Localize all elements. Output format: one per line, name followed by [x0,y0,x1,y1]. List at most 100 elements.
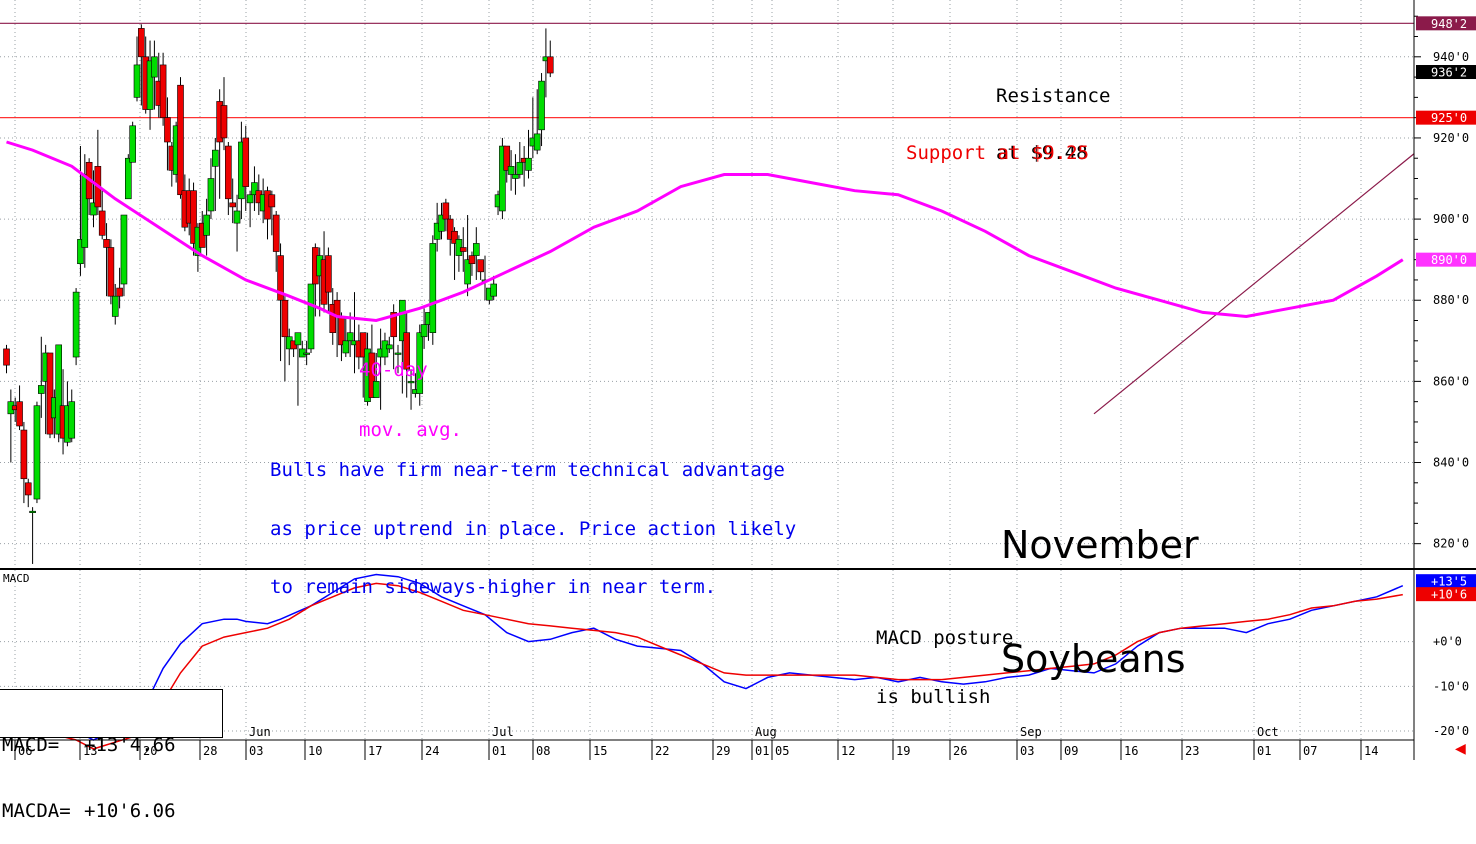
candle-body [103,239,110,248]
y-tick-label: 900'0 [1433,212,1469,226]
macd-panel-title: MACD [3,572,30,585]
price-tag-bg [1416,252,1476,267]
commentary-line-1: Bulls have firm near-term technical adva… [270,459,785,481]
candle-body [225,145,232,200]
macd-readout-label: MACD= [2,734,60,756]
y-tick-label: 820'0 [1433,537,1469,551]
macd-tag-bg [1416,574,1476,589]
scroll-arrow-icon[interactable]: ◀ [1455,741,1466,757]
price-tag-bg [1416,65,1476,80]
candle-body [190,190,197,244]
candle-body [442,202,450,220]
x-tick-label: 01 [755,744,769,758]
price-tag-bg [1416,110,1476,125]
price-tag-bg [1416,16,1476,31]
candle-body [477,259,484,273]
month-label: Oct [1257,725,1279,739]
candle-body [120,214,128,285]
candle-body [151,56,158,78]
candle-body [77,239,84,265]
candle-body [268,194,276,208]
candle-body [307,283,315,350]
candle-body [368,352,376,398]
x-tick-label: 03 [249,744,263,758]
price-tag-label: 936'2 [1431,66,1467,80]
macda-readout-value: +10'6.06 [84,800,176,822]
candle-body [33,405,41,500]
candle-body [272,214,280,252]
macd-annotation-line-1: MACD posture [876,627,1014,649]
candle-body [107,247,115,297]
title-line-1: November [1001,523,1199,567]
commentary-line-2: as price uptrend in place. Price action … [270,517,797,540]
candle-body [325,255,332,293]
x-tick-label: 17 [368,744,382,758]
candle-body [407,381,415,384]
resistance-line-1: Resistance [996,85,1111,107]
candle-body [220,105,228,139]
month-label: Sep [1020,725,1042,739]
candle-body [20,429,28,480]
title-line-2: Soybeans [1001,637,1186,681]
candle-body [516,161,524,175]
candle-body [133,64,141,98]
candle-body [468,255,476,265]
x-tick-label: 07 [1303,744,1317,758]
candle-body [390,312,397,338]
macd-readout-row: MACD= +13'4.66 [2,734,222,756]
macda-readout-label: MACDA= [2,800,71,822]
y-tick-label: 840'0 [1433,456,1469,470]
ma-label-line-1: 40-day [359,359,428,381]
price-tag-label: 890'0 [1431,253,1467,267]
x-tick-label: 03 [1020,744,1034,758]
macd-readout: MACD= +13'4.66 MACDA= +10'6.06 [0,689,223,822]
price-tag-label: 948'2 [1431,17,1467,31]
candle-body [29,510,36,514]
candle-body [342,340,350,354]
x-tick-label: 15 [593,744,607,758]
macd-tag-label: +10'6 [1431,588,1467,602]
candle-body [138,28,145,58]
candle-body [438,214,445,232]
candle-body [242,137,250,187]
macd-annotation-line-2: is bullish [876,685,991,708]
candle-body [212,149,219,167]
candle-body [233,210,241,224]
candle-body [16,401,23,427]
macd-y-tick-label: +0'0 [1433,635,1462,649]
candle-body [24,482,32,496]
candle-body [359,332,367,358]
candle-body [203,214,210,236]
resistance-annotation: Resistance at $9.48 [996,49,1110,182]
candle-body [472,243,480,256]
commentary-line-3: to remain sideways-higher in near term. [270,576,717,598]
candle-body [525,157,532,171]
candle-body [146,60,154,110]
ma-label-line-2: mov. avg. [359,419,462,441]
candle-body [329,303,337,333]
candle-body [129,125,136,163]
candle-body [251,182,258,196]
x-tick-label: 22 [655,744,669,758]
candle-body [459,247,467,252]
candle-body [507,166,515,175]
x-tick-label: 20 [143,744,157,758]
moving-average-line [6,140,1404,323]
candle-body [294,332,302,346]
candle-body [90,202,97,216]
candle-body [346,332,354,342]
support-resistance-lines [0,22,1414,119]
x-tick-label: 10 [308,744,322,758]
soybeans-chart: 820'0 840'0 860'0 880'0 900'0 920'0 940'0 06 13 2… [0,0,1476,760]
month-label: Aug [755,725,777,739]
candle-body [303,352,310,355]
y-tick-label: 860'0 [1433,374,1469,388]
candle-body [116,287,123,297]
candle-body [98,210,106,236]
chart-frame [0,0,1476,760]
candle-body [159,64,167,118]
x-tick-label: 01 [1257,744,1271,758]
axis-labels: 820'0 840'0 860'0 880'0 900'0 920'0 940'0 06 13 2… [18,50,1469,758]
moving-average-layer [6,140,1404,323]
candle-body [125,157,132,200]
